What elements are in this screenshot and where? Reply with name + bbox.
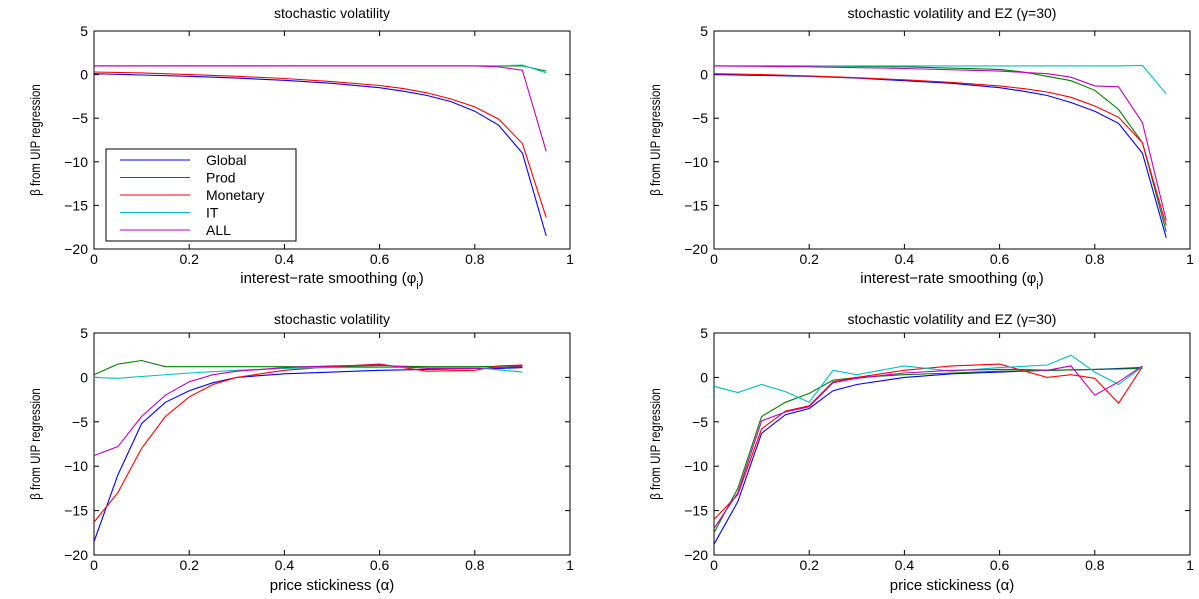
plot-area — [93, 332, 571, 556]
y-tick-label: 0 — [80, 67, 88, 83]
x-axis-label: interest−rate smoothing (φi) — [240, 270, 424, 292]
y-tick-label: 0 — [80, 369, 88, 385]
y-tick-label: −20 — [684, 547, 708, 563]
x-tick-label: 0.2 — [179, 557, 199, 573]
y-tick-label: −5 — [692, 110, 708, 126]
series-line-it — [93, 367, 523, 379]
x-axis-label-main: interest−rate smoothing (φ — [860, 270, 1036, 287]
x-axis-label-main: interest−rate smoothing (φ — [240, 270, 416, 287]
x-tick-label: 0.2 — [799, 251, 819, 267]
chart-title: stochastic volatility — [274, 5, 390, 21]
series-line-all — [713, 365, 1143, 529]
y-axis-label: β from UIP regression — [27, 84, 43, 196]
y-axis-label: β from UIP regression — [27, 388, 43, 500]
y-tick-label: −5 — [692, 414, 708, 430]
y-tick-label: −10 — [684, 458, 708, 474]
y-tick-label: −15 — [64, 503, 88, 519]
y-tick-label: 5 — [80, 23, 88, 39]
x-tick-label: 1 — [1186, 557, 1194, 573]
x-axis-label-end: ) — [1039, 270, 1044, 287]
x-tick-label: 0 — [90, 557, 98, 573]
x-tick-label: 0.4 — [275, 557, 295, 573]
x-tick-label: 0.8 — [1085, 251, 1105, 267]
x-axis-label-end: ) — [419, 270, 424, 287]
x-axis-label: price stickiness (α) — [270, 577, 395, 594]
x-tick-label: 0.6 — [990, 557, 1010, 573]
x-tick-label: 0 — [90, 251, 98, 267]
legend-label: Global — [206, 152, 246, 168]
series-line-all — [93, 364, 523, 457]
y-tick-label: −15 — [64, 197, 88, 213]
x-tick-label: 0.6 — [370, 251, 390, 267]
x-tick-label: 0.8 — [465, 557, 485, 573]
y-tick-label: 5 — [80, 325, 88, 341]
chart-panel-2: stochastic volatility and EZ (γ=30) 0 0.2 0… — [647, 5, 1194, 292]
x-tick-label: 0.6 — [990, 251, 1010, 267]
legend-label: Prod — [206, 170, 236, 186]
series-line-prod — [714, 65, 1167, 232]
series-line-all — [94, 65, 547, 152]
series-line-global — [93, 73, 547, 237]
legend-label: IT — [206, 205, 219, 221]
series-line-monetary — [93, 363, 523, 523]
plot-area — [713, 30, 1191, 250]
x-axis-label-subscript: i — [416, 280, 418, 292]
y-tick-label: −20 — [64, 241, 88, 257]
x-tick-label: 0.8 — [1085, 557, 1105, 573]
x-tick-label: 0.4 — [895, 251, 915, 267]
series-line-monetary — [713, 73, 1167, 226]
y-axis-label: β from UIP regression — [647, 388, 663, 500]
x-axis-label-main: price stickiness (α) — [270, 577, 395, 594]
y-tick-label: 0 — [700, 67, 708, 83]
series-line-all — [713, 65, 1167, 221]
x-tick-label: 0 — [710, 557, 718, 573]
y-axis-label: β from UIP regression — [647, 84, 663, 196]
y-tick-label: −5 — [72, 414, 88, 430]
x-axis-label: price stickiness (α) — [890, 577, 1015, 594]
series-line-prod — [93, 359, 523, 376]
x-tick-label: 0.8 — [465, 251, 485, 267]
x-tick-label: 0.2 — [799, 557, 819, 573]
y-tick-label: −15 — [684, 503, 708, 519]
y-tick-label: −10 — [64, 154, 88, 170]
chart-panel-4: stochastic volatility and EZ (γ=30) 0 0.2 0… — [647, 311, 1194, 594]
chart-title: stochastic volatility — [274, 311, 390, 327]
x-tick-label: 0.6 — [370, 557, 390, 573]
x-tick-label: 1 — [566, 557, 574, 573]
legend-box — [105, 148, 297, 242]
chart-title: stochastic volatility and EZ (γ=30) — [848, 5, 1057, 21]
series-line-it — [713, 354, 1143, 403]
y-tick-label: 0 — [700, 369, 708, 385]
legend-label: ALL — [206, 222, 231, 238]
chart-panel-3: stochastic volatility 0 0.2 0.4 0.6 0.8 1 5 0 −5 −… — [27, 311, 574, 594]
y-tick-label: −10 — [684, 154, 708, 170]
series-line-monetary — [93, 71, 547, 218]
y-tick-label: 5 — [700, 23, 708, 39]
x-tick-label: 0.4 — [895, 557, 915, 573]
x-tick-label: 0.2 — [179, 251, 199, 267]
x-tick-label: 0 — [710, 251, 718, 267]
x-axis-label-main: price stickiness (α) — [890, 577, 1015, 594]
x-axis-label-subscript: i — [1036, 280, 1038, 292]
series-line-it — [714, 64, 1167, 95]
y-tick-label: 5 — [700, 325, 708, 341]
y-tick-label: −5 — [72, 110, 88, 126]
y-tick-label: −15 — [684, 197, 708, 213]
y-tick-label: −20 — [64, 547, 88, 563]
x-tick-label: 1 — [1186, 251, 1194, 267]
x-tick-label: 0.4 — [275, 251, 295, 267]
x-axis-label: interest−rate smoothing (φi) — [860, 270, 1044, 292]
legend-label: Monetary — [206, 187, 264, 203]
x-tick-label: 1 — [566, 251, 574, 267]
y-tick-label: −10 — [64, 458, 88, 474]
chart-title: stochastic volatility and EZ (γ=30) — [848, 311, 1057, 327]
series-line-monetary — [713, 363, 1143, 520]
y-tick-label: −20 — [684, 241, 708, 257]
chart-panel-1: stochastic volatility 0 0.2 0.4 0.6 0.8 1 5 0 −5 −… — [27, 5, 574, 292]
